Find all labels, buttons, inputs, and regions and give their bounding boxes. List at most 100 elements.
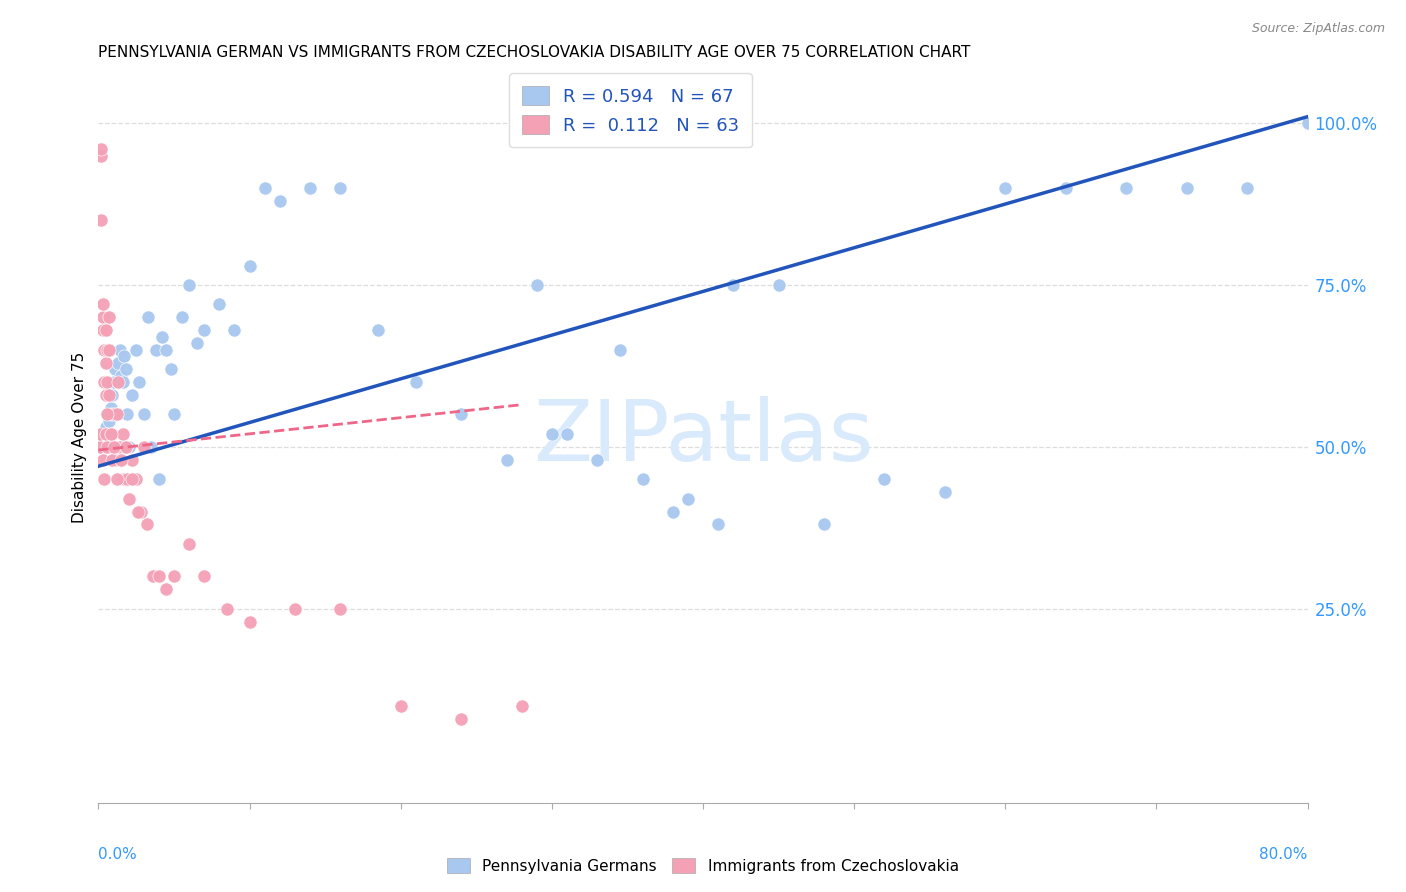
Point: [215, 601, 238, 615]
Point: [132, 440, 155, 454]
Point: [118, 440, 141, 454]
Point: [96, 408, 118, 422]
Point: [89, 440, 111, 454]
Point: [94, 388, 117, 402]
Point: [112, 472, 135, 486]
Point: [329, 181, 352, 195]
Point: [707, 517, 730, 532]
Point: [155, 343, 177, 357]
Point: [405, 375, 427, 389]
Point: [148, 472, 170, 486]
Point: [98, 310, 121, 325]
Legend: Pennsylvania Germans, Immigrants from Czechoslovakia: Pennsylvania Germans, Immigrants from Cz…: [441, 852, 965, 880]
Point: [934, 485, 956, 500]
Point: [98, 388, 121, 402]
Point: [768, 277, 790, 292]
Point: [329, 601, 352, 615]
Point: [193, 323, 215, 337]
Point: [609, 343, 631, 357]
Point: [96, 375, 118, 389]
Point: [100, 401, 122, 415]
Point: [93, 375, 115, 389]
Point: [111, 375, 134, 389]
Point: [89, 426, 111, 441]
Point: [813, 517, 835, 532]
Point: [510, 698, 533, 713]
Point: [103, 440, 125, 454]
Point: [115, 472, 138, 486]
Point: [450, 408, 472, 422]
Point: [101, 452, 124, 467]
Point: [555, 426, 578, 441]
Point: [94, 323, 117, 337]
Point: [91, 323, 114, 337]
Point: [148, 569, 170, 583]
Point: [104, 452, 127, 467]
Point: [1296, 116, 1319, 130]
Point: [100, 426, 122, 441]
Point: [105, 472, 128, 486]
Point: [179, 277, 201, 292]
Point: [90, 440, 112, 454]
Text: PENNSYLVANIA GERMAN VS IMMIGRANTS FROM CZECHOSLOVAKIA DISABILITY AGE OVER 75 COR: PENNSYLVANIA GERMAN VS IMMIGRANTS FROM C…: [98, 45, 970, 61]
Point: [125, 472, 148, 486]
Point: [101, 426, 124, 441]
Point: [90, 148, 112, 162]
Point: [160, 362, 183, 376]
Point: [450, 712, 472, 726]
Point: [91, 452, 114, 467]
Point: [586, 452, 609, 467]
Point: [186, 336, 208, 351]
Point: [676, 491, 699, 506]
Y-axis label: Disability Age Over 75: Disability Age Over 75: [72, 351, 87, 523]
Point: [150, 330, 173, 344]
Point: [96, 440, 118, 454]
Point: [128, 375, 150, 389]
Point: [239, 615, 262, 629]
Point: [125, 343, 148, 357]
Point: [93, 426, 115, 441]
Point: [104, 362, 127, 376]
Point: [224, 323, 246, 337]
Text: Source: ZipAtlas.com: Source: ZipAtlas.com: [1251, 22, 1385, 36]
Point: [96, 343, 118, 357]
Point: [90, 142, 112, 156]
Text: ZIPatlas: ZIPatlas: [533, 395, 873, 479]
Point: [367, 323, 389, 337]
Point: [93, 472, 115, 486]
Point: [94, 440, 117, 454]
Point: [94, 426, 117, 441]
Point: [112, 349, 135, 363]
Point: [115, 408, 138, 422]
Point: [723, 277, 745, 292]
Point: [101, 388, 124, 402]
Point: [108, 343, 131, 357]
Point: [96, 408, 118, 422]
Point: [141, 440, 163, 454]
Point: [94, 420, 117, 434]
Point: [495, 452, 517, 467]
Point: [114, 440, 136, 454]
Point: [98, 343, 121, 357]
Point: [163, 569, 186, 583]
Point: [110, 452, 132, 467]
Point: [1175, 181, 1198, 195]
Point: [93, 343, 115, 357]
Point: [284, 601, 307, 615]
Point: [208, 297, 231, 311]
Point: [170, 310, 193, 325]
Point: [121, 452, 143, 467]
Point: [100, 440, 122, 454]
Point: [114, 362, 136, 376]
Point: [631, 472, 654, 486]
Point: [193, 569, 215, 583]
Point: [142, 569, 165, 583]
Point: [98, 414, 121, 428]
Point: [107, 375, 129, 389]
Point: [1115, 181, 1137, 195]
Point: [145, 343, 167, 357]
Point: [105, 408, 128, 422]
Point: [269, 194, 291, 208]
Point: [873, 472, 896, 486]
Point: [91, 310, 114, 325]
